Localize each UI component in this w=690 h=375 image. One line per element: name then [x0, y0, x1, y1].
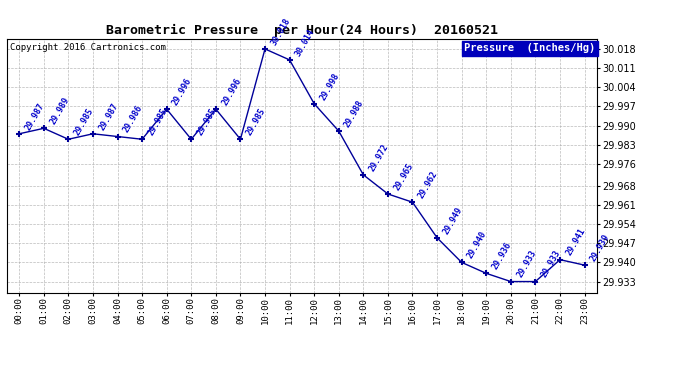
Text: 29.986: 29.986 — [121, 104, 144, 134]
Text: 29.988: 29.988 — [343, 98, 366, 129]
Text: Copyright 2016 Cartronics.com: Copyright 2016 Cartronics.com — [10, 43, 166, 52]
Text: 29.949: 29.949 — [441, 205, 464, 236]
Text: 29.985: 29.985 — [244, 106, 268, 137]
Text: 29.940: 29.940 — [466, 230, 489, 260]
Text: 29.939: 29.939 — [589, 232, 611, 263]
Text: 29.996: 29.996 — [220, 76, 243, 107]
Text: 29.998: 29.998 — [318, 71, 341, 102]
Text: 29.936: 29.936 — [491, 241, 513, 271]
Text: 29.933: 29.933 — [540, 249, 562, 279]
Text: 29.972: 29.972 — [368, 142, 391, 172]
Text: Pressure  (Inches/Hg): Pressure (Inches/Hg) — [464, 43, 595, 53]
Title: Barometric Pressure  per Hour(24 Hours)  20160521: Barometric Pressure per Hour(24 Hours) 2… — [106, 24, 498, 37]
Text: 29.987: 29.987 — [23, 101, 46, 132]
Text: 29.985: 29.985 — [195, 106, 218, 137]
Text: 29.965: 29.965 — [392, 161, 415, 192]
Text: 30.014: 30.014 — [294, 27, 317, 58]
Text: 29.933: 29.933 — [515, 249, 538, 279]
Text: 29.996: 29.996 — [171, 76, 194, 107]
Text: 29.962: 29.962 — [417, 170, 440, 200]
Text: 30.018: 30.018 — [269, 16, 292, 47]
Text: 29.985: 29.985 — [146, 106, 169, 137]
Text: 29.987: 29.987 — [97, 101, 120, 132]
Text: 29.985: 29.985 — [72, 106, 95, 137]
Text: 29.941: 29.941 — [564, 227, 587, 258]
Text: 29.989: 29.989 — [48, 96, 71, 126]
